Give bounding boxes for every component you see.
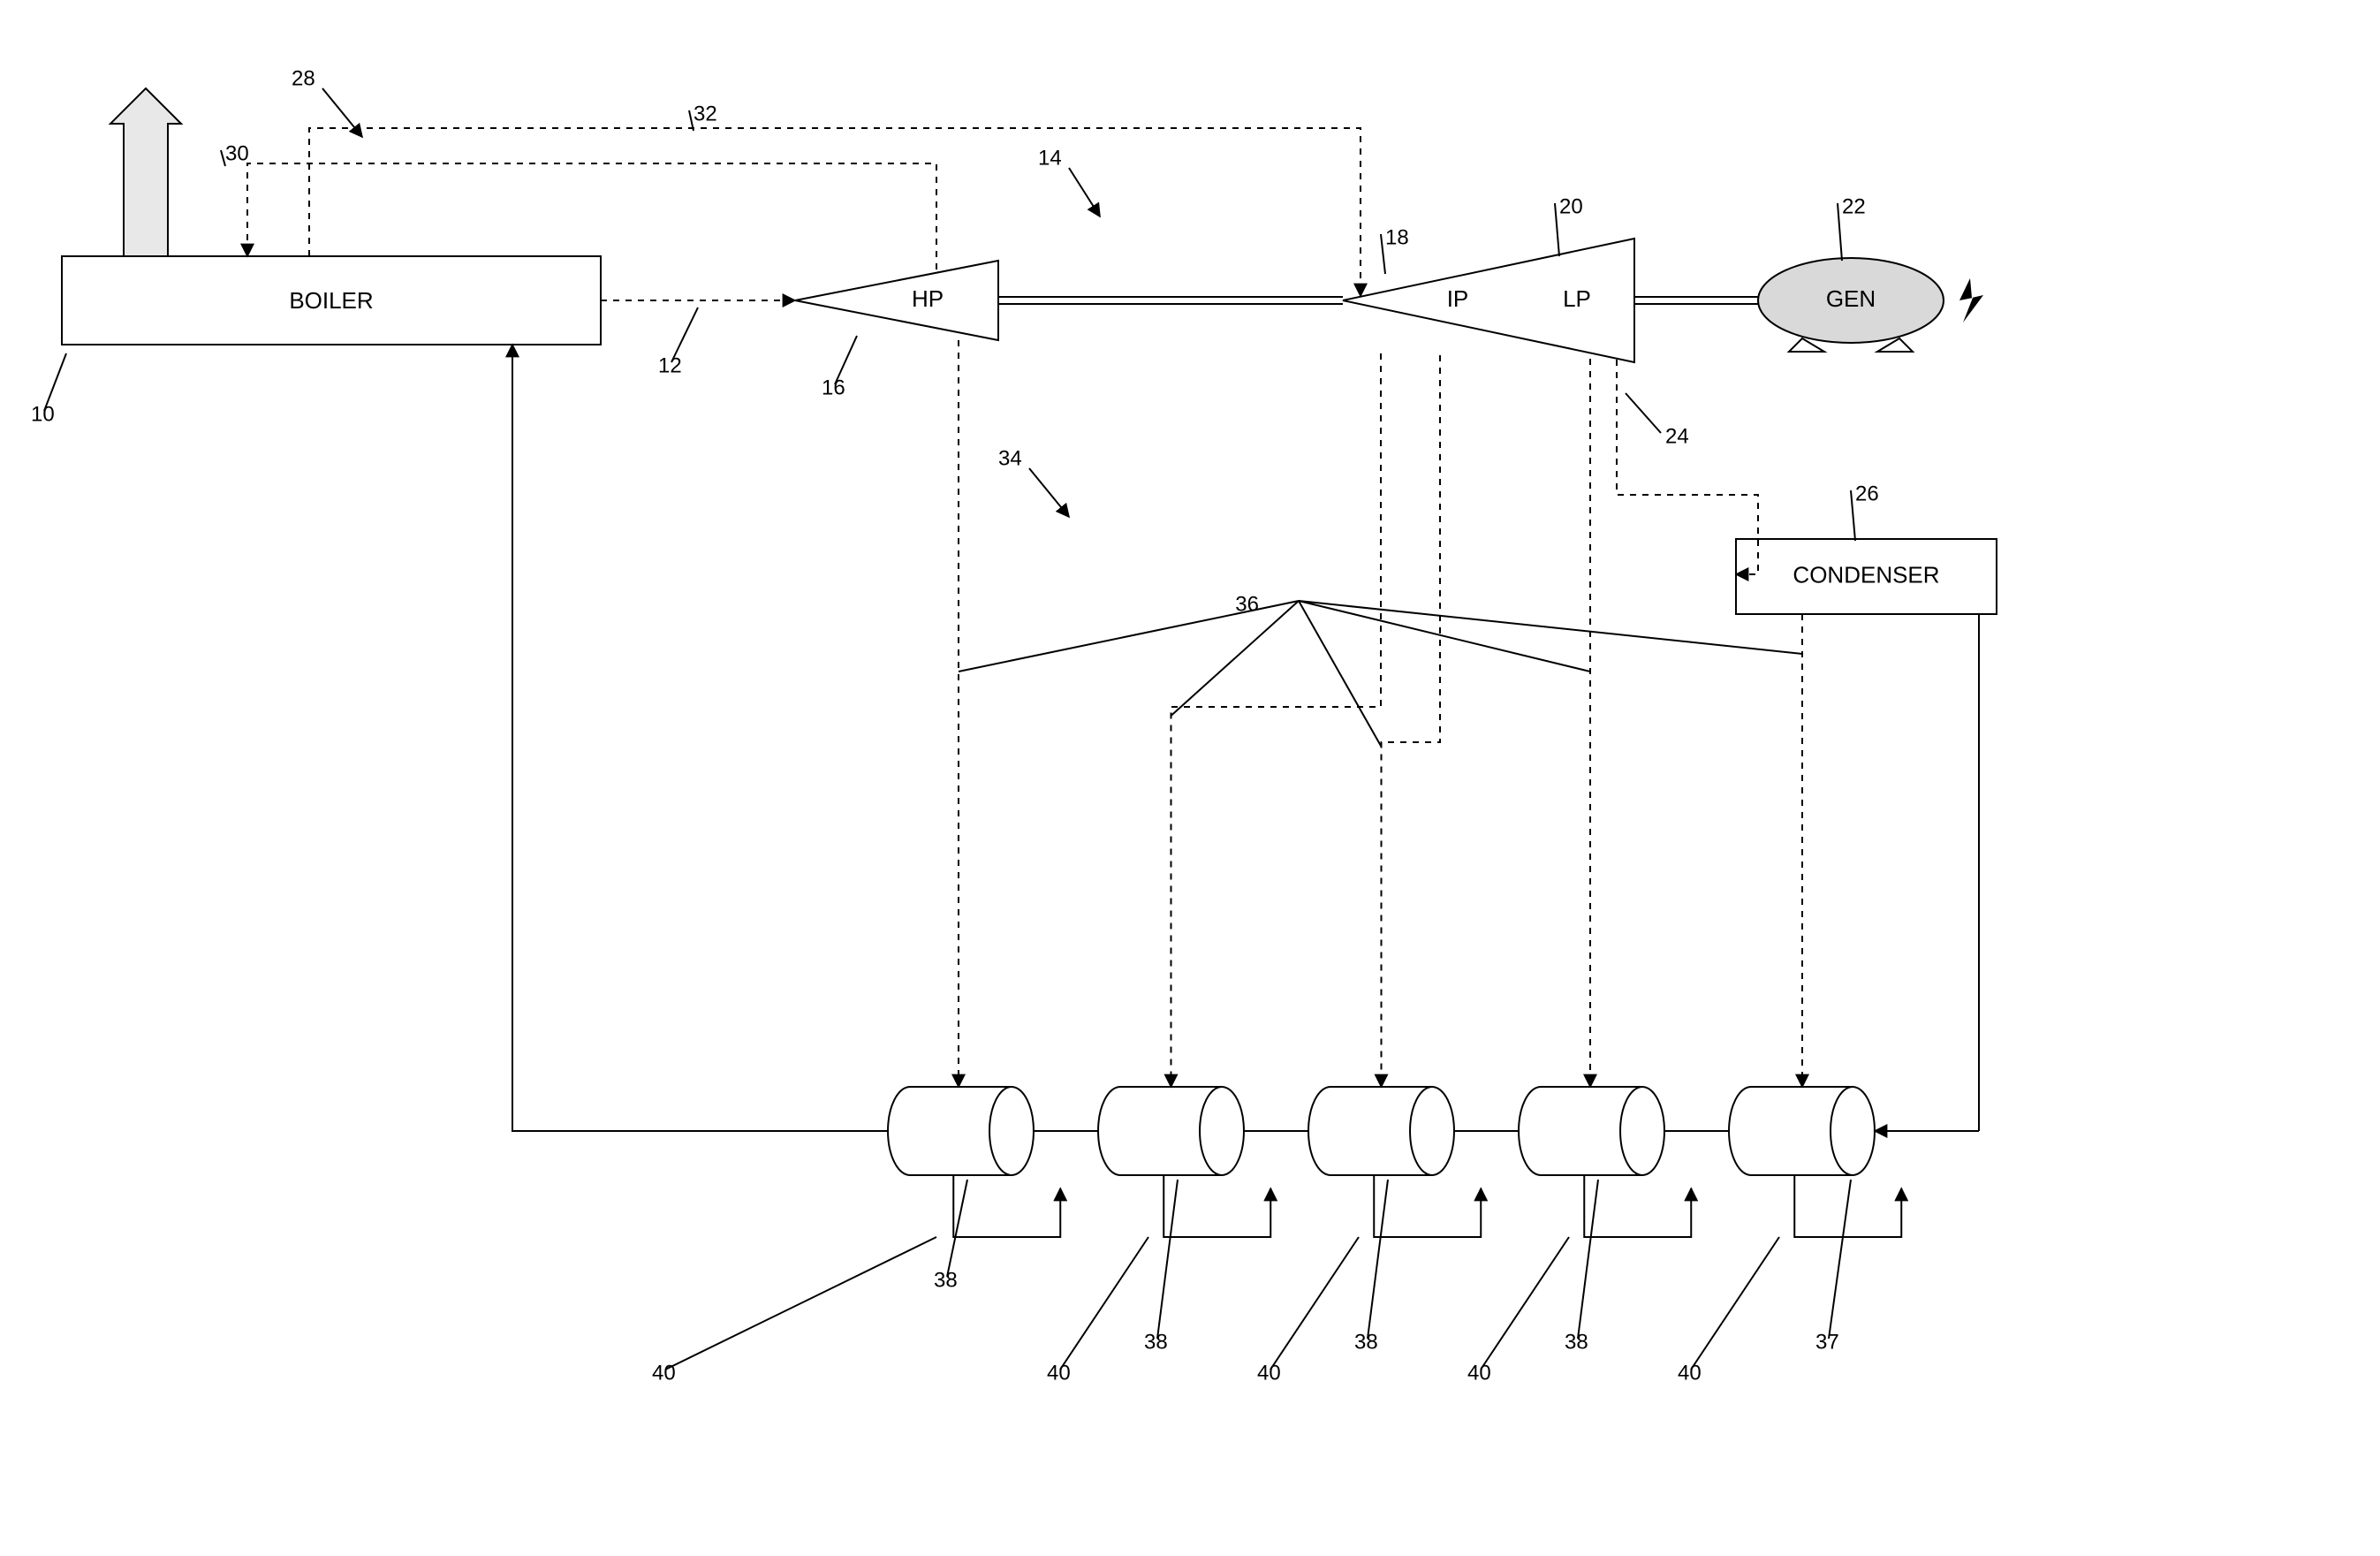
feedwater-heater (1308, 1087, 1454, 1175)
svg-text:40: 40 (652, 1361, 676, 1385)
feedwater-heater (1519, 1087, 1664, 1175)
svg-text:28: 28 (292, 66, 315, 90)
svg-text:40: 40 (1257, 1361, 1281, 1385)
feedwater-heater (888, 1087, 1034, 1175)
svg-text:26: 26 (1855, 482, 1879, 505)
svg-text:40: 40 (1047, 1361, 1071, 1385)
svg-text:GEN: GEN (1826, 285, 1876, 312)
svg-text:20: 20 (1559, 194, 1583, 218)
svg-text:38: 38 (1565, 1330, 1588, 1354)
svg-text:CONDENSER: CONDENSER (1793, 561, 1939, 588)
svg-text:32: 32 (694, 102, 717, 125)
svg-text:IP: IP (1447, 285, 1469, 312)
svg-text:BOILER: BOILER (289, 287, 373, 314)
svg-text:HP: HP (912, 285, 944, 312)
svg-text:22: 22 (1842, 194, 1866, 218)
hp-turbine (795, 261, 998, 340)
svg-text:38: 38 (1144, 1330, 1168, 1354)
svg-text:37: 37 (1815, 1330, 1839, 1354)
svg-text:40: 40 (1678, 1361, 1702, 1385)
svg-text:10: 10 (31, 402, 55, 426)
svg-text:38: 38 (1354, 1330, 1378, 1354)
power-plant-diagram: BOILER HP IP LP GEN CONDENSER 10 12 14 16 18 20 22 24… (0, 0, 2380, 1556)
svg-text:18: 18 (1385, 225, 1409, 249)
svg-text:12: 12 (658, 353, 682, 377)
svg-text:38: 38 (934, 1268, 958, 1292)
svg-text:34: 34 (998, 446, 1022, 470)
svg-text:36: 36 (1235, 592, 1259, 616)
feedwater-heater (1098, 1087, 1244, 1175)
svg-text:30: 30 (225, 141, 249, 165)
svg-text:16: 16 (822, 376, 845, 399)
lightning-icon (1959, 278, 1983, 323)
svg-text:14: 14 (1038, 146, 1062, 170)
svg-text:40: 40 (1467, 1361, 1491, 1385)
feedwater-heater (1729, 1087, 1875, 1175)
svg-text:24: 24 (1665, 424, 1689, 448)
exhaust-arrow-icon (110, 88, 181, 256)
svg-text:LP: LP (1563, 285, 1591, 312)
